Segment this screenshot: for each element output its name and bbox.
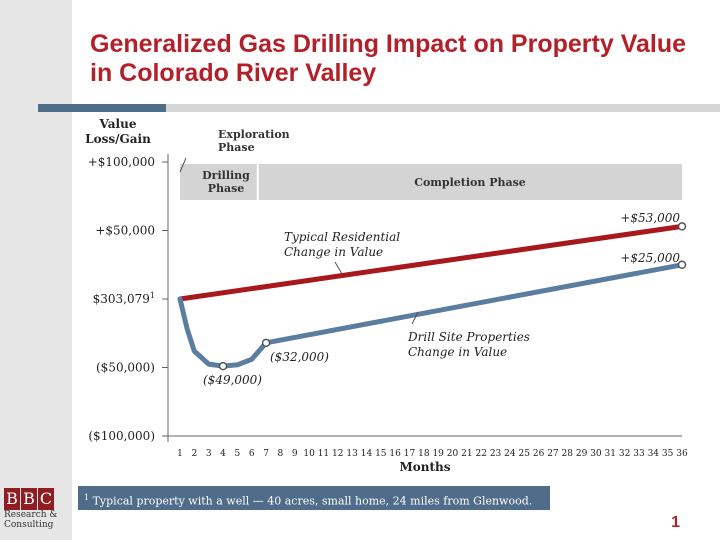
logo-line-2: Consulting [4, 520, 54, 530]
y-tick-label: ($50,000) [96, 361, 155, 375]
x-tick-label: 26 [533, 449, 545, 459]
x-tick-label: 15 [375, 449, 387, 459]
series-marker-drill_site [261, 338, 271, 348]
left-band [0, 0, 72, 540]
logo-letter-b1: B [4, 488, 20, 510]
x-tick-label: 29 [576, 449, 588, 459]
x-tick-label: 10 [303, 449, 315, 459]
x-tick-label: 35 [662, 449, 674, 459]
x-tick-label: 34 [648, 449, 660, 459]
series-line-residential [177, 223, 685, 302]
value-label-32000: ($32,000) [270, 350, 329, 364]
page-number: 1 [671, 514, 680, 531]
y-tick-superscript: 1 [150, 291, 155, 300]
x-tick-label: 7 [263, 449, 269, 459]
series-marker-drill_site [218, 361, 228, 371]
x-tick-label: 30 [590, 449, 602, 459]
footnote: 1 Typical property with a well — 40 acre… [78, 486, 550, 510]
y-tick-label: $303,0791 [93, 291, 155, 306]
x-tick-label: 13 [346, 449, 358, 459]
phase-band [180, 164, 682, 200]
x-tick-label: 36 [676, 449, 688, 459]
x-tick-label: 11 [318, 449, 329, 459]
x-tick-label: 28 [562, 449, 574, 459]
phase-completion-label: Completion Phase [414, 176, 526, 189]
series-marker-drill_site [677, 260, 687, 269]
value-label-49000: ($49,000) [203, 373, 262, 387]
x-tick-label: 17 [404, 449, 416, 459]
x-tick-label: 1 [177, 449, 183, 459]
x-tick-label: 32 [619, 449, 630, 459]
annotation-typical-pointer [334, 261, 343, 275]
phase-exploration-label-2: Phase [218, 141, 255, 154]
x-tick-label: 24 [504, 449, 516, 459]
annotation-drill-site: Change in Value [408, 345, 507, 359]
series-marker-residential [677, 222, 687, 231]
value-label-53000: +$53,000 [620, 211, 680, 225]
x-tick-label: 2 [191, 449, 197, 459]
footnote-marker: 1 [84, 493, 90, 502]
x-tick-label: 20 [447, 449, 459, 459]
bbc-logo: B B C Research & Consulting [4, 488, 68, 534]
y-tick-label: +$100,000 [88, 155, 155, 169]
annotation-typical-residential: Change in Value [284, 245, 383, 259]
y-tick-label: ($100,000) [88, 429, 155, 443]
y-axis-title-line: Loss/Gain [85, 132, 151, 146]
footnote-text: Typical property with a well — 40 acres,… [92, 494, 533, 508]
x-tick-label: 8 [278, 449, 284, 459]
annotation-drill-site: Drill Site Properties [407, 330, 530, 344]
x-tick-label: 4 [220, 449, 226, 459]
phase-exploration-label-1: Exploration [218, 128, 290, 141]
annotation-drill-pointer [411, 311, 419, 325]
x-tick-label: 33 [633, 449, 645, 459]
x-tick-label: 12 [332, 449, 343, 459]
x-tick-label: 14 [361, 449, 373, 459]
logo-letter-c: C [38, 488, 54, 510]
phase-drilling-label-1: Drilling [202, 169, 250, 182]
x-tick-label: 3 [206, 449, 212, 459]
phase-exploration-pointer [179, 157, 187, 173]
phase-drilling-label-2: Phase [208, 182, 245, 195]
x-tick-label: 21 [461, 449, 472, 459]
value-label-25000: +$25,000 [620, 251, 680, 265]
x-tick-label: 18 [418, 449, 430, 459]
x-tick-label: 31 [605, 449, 616, 459]
x-tick-label: 6 [249, 449, 255, 459]
x-tick-label: 22 [475, 449, 486, 459]
slide-title: Generalized Gas Drilling Impact on Prope… [90, 30, 687, 87]
x-tick-label: 16 [389, 449, 401, 459]
x-tick-label: 25 [519, 449, 531, 459]
x-axis-title: Months [399, 460, 450, 474]
x-tick-label: 27 [547, 449, 559, 459]
logo-letter-b2: B [21, 488, 37, 510]
title-rule [38, 104, 720, 112]
logo-line-1: Research & [4, 510, 58, 520]
x-tick-label: 5 [235, 449, 241, 459]
y-tick-label: +$50,000 [95, 224, 155, 238]
title-rule-accent [38, 104, 166, 112]
annotation-typical-residential: Typical Residential [284, 230, 400, 244]
x-tick-label: 19 [432, 449, 444, 459]
x-tick-label: 23 [490, 449, 502, 459]
y-axis-title-line: Value [99, 117, 137, 131]
x-tick-label: 9 [292, 449, 298, 459]
logo-boxes: B B C [4, 488, 68, 510]
